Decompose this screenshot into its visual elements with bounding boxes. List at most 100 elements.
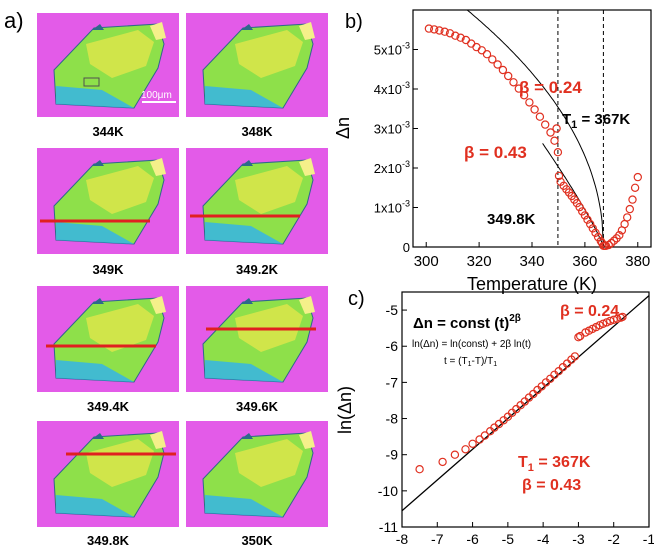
chart-panel-b: b) 300 320 340 360 380 0 1x10-3 2x10-3 3x10-3 4x1…	[333, 9, 652, 294]
data-point	[623, 213, 632, 222]
data-point	[625, 204, 635, 214]
data-point	[546, 128, 555, 137]
data-point	[535, 112, 545, 121]
micrograph-350K	[186, 421, 328, 527]
y-tick-label: -8	[386, 411, 399, 427]
x-tick-label: -5	[502, 531, 515, 547]
annotation-log-formula: ln(Δn) = ln(const) + 2β ln(t)	[412, 339, 531, 350]
x-tick-label: 380	[625, 253, 650, 270]
data-point	[467, 39, 476, 48]
y-tick-label: -11	[379, 519, 398, 535]
y-tick-label: 1x10-3	[374, 199, 410, 216]
y-tick-label: -9	[386, 447, 399, 463]
temp-label: 348K	[241, 124, 273, 139]
micrograph-349.6K	[186, 286, 328, 392]
data-point	[498, 65, 508, 75]
y-tick-label: -5	[386, 302, 399, 318]
y-tick-label: 3x10-3	[374, 120, 410, 137]
data-point	[609, 236, 619, 245]
data-point	[613, 314, 622, 323]
micrograph-349K	[37, 148, 179, 254]
x-tick-label: 300	[414, 253, 439, 270]
temp-label: 349.8K	[87, 533, 130, 548]
chart-panel-c: c) -8 -7 -6 -5 -4 -3 -2 -1 -11 -10 -9 -8 -7 -6 -5 ln(Δ…	[335, 288, 654, 547]
data-point	[438, 457, 447, 467]
annotation-formula: Δn = const (t)2β	[413, 313, 521, 332]
micrograph-348K	[186, 13, 328, 117]
data-point	[575, 202, 584, 212]
data-point	[509, 78, 518, 87]
data-point	[440, 27, 449, 36]
data-point	[493, 60, 502, 69]
y-axis-title: Δn	[333, 117, 353, 139]
data-point	[475, 435, 484, 444]
annotation-beta-043: β = 0.43	[522, 477, 581, 494]
data-point	[552, 124, 561, 133]
data-point	[480, 431, 490, 440]
data-point	[588, 224, 598, 233]
data-point	[450, 450, 460, 459]
data-point	[598, 319, 608, 328]
data-point	[570, 352, 580, 361]
data-point	[618, 312, 627, 322]
data-point	[430, 25, 439, 34]
data-point	[530, 105, 539, 114]
x-tick-label: -8	[396, 531, 409, 547]
data-point	[541, 120, 550, 129]
x-tick-label: -1	[643, 531, 654, 547]
x-tick-label: 320	[467, 253, 492, 270]
annotation-t1: T1 = 367K	[562, 111, 630, 131]
annotation-beta-024: β = 0.24	[519, 78, 582, 97]
data-point	[456, 33, 465, 42]
x-tick-label: -3	[572, 531, 585, 547]
temp-label: 344K	[92, 124, 124, 139]
micrograph-349.8K	[37, 421, 179, 527]
annotation-t1: T1 = 367K	[518, 454, 591, 474]
data-point	[583, 215, 592, 224]
data-point	[586, 219, 595, 229]
data-point	[514, 84, 524, 93]
temp-label: 349.6K	[236, 399, 279, 414]
temp-label: 349.2K	[236, 262, 279, 277]
micrograph-349.4K	[37, 286, 179, 392]
y-tick-label: -6	[386, 338, 399, 354]
x-tick-label: 340	[519, 253, 544, 270]
data-point	[615, 230, 624, 240]
micrograph-344K: 100μm	[37, 13, 179, 117]
data-point	[424, 24, 434, 33]
data-point	[461, 445, 470, 454]
data-point	[415, 465, 424, 474]
x-tick-label: 360	[572, 253, 597, 270]
data-point	[553, 147, 563, 157]
temp-label: 350K	[241, 533, 273, 548]
temp-label: 349.4K	[87, 399, 130, 414]
data-point	[591, 228, 600, 237]
data-point	[550, 136, 559, 145]
x-axis-title: Temperature (K)	[467, 274, 597, 294]
temp-label: 349K	[92, 262, 124, 277]
data-point	[604, 240, 613, 250]
data-point	[477, 46, 486, 55]
scale-bar-label: 100μm	[141, 90, 172, 101]
x-tick-label: -6	[466, 531, 479, 547]
data-point	[482, 50, 492, 59]
data-point	[554, 171, 564, 181]
data-point	[574, 333, 583, 342]
panel-c-label: c)	[348, 288, 365, 310]
y-tick-label: 0	[403, 240, 410, 255]
fit-line	[401, 295, 650, 512]
data-point	[519, 91, 529, 100]
data-point	[445, 29, 455, 38]
data-point	[504, 71, 513, 81]
micrograph-349.2K	[186, 148, 328, 254]
data-point	[607, 238, 616, 248]
x-tick-label: -7	[431, 531, 444, 547]
annotation-349-8k: 349.8K	[487, 211, 536, 228]
annotation-beta-024: β = 0.24	[560, 303, 619, 320]
y-tick-label: -7	[386, 374, 399, 390]
y-tick-label: 5x10-3	[374, 41, 410, 58]
panel-b-label: b)	[345, 11, 363, 33]
panel-a-label: a)	[4, 8, 24, 33]
plot-frame	[401, 291, 650, 528]
